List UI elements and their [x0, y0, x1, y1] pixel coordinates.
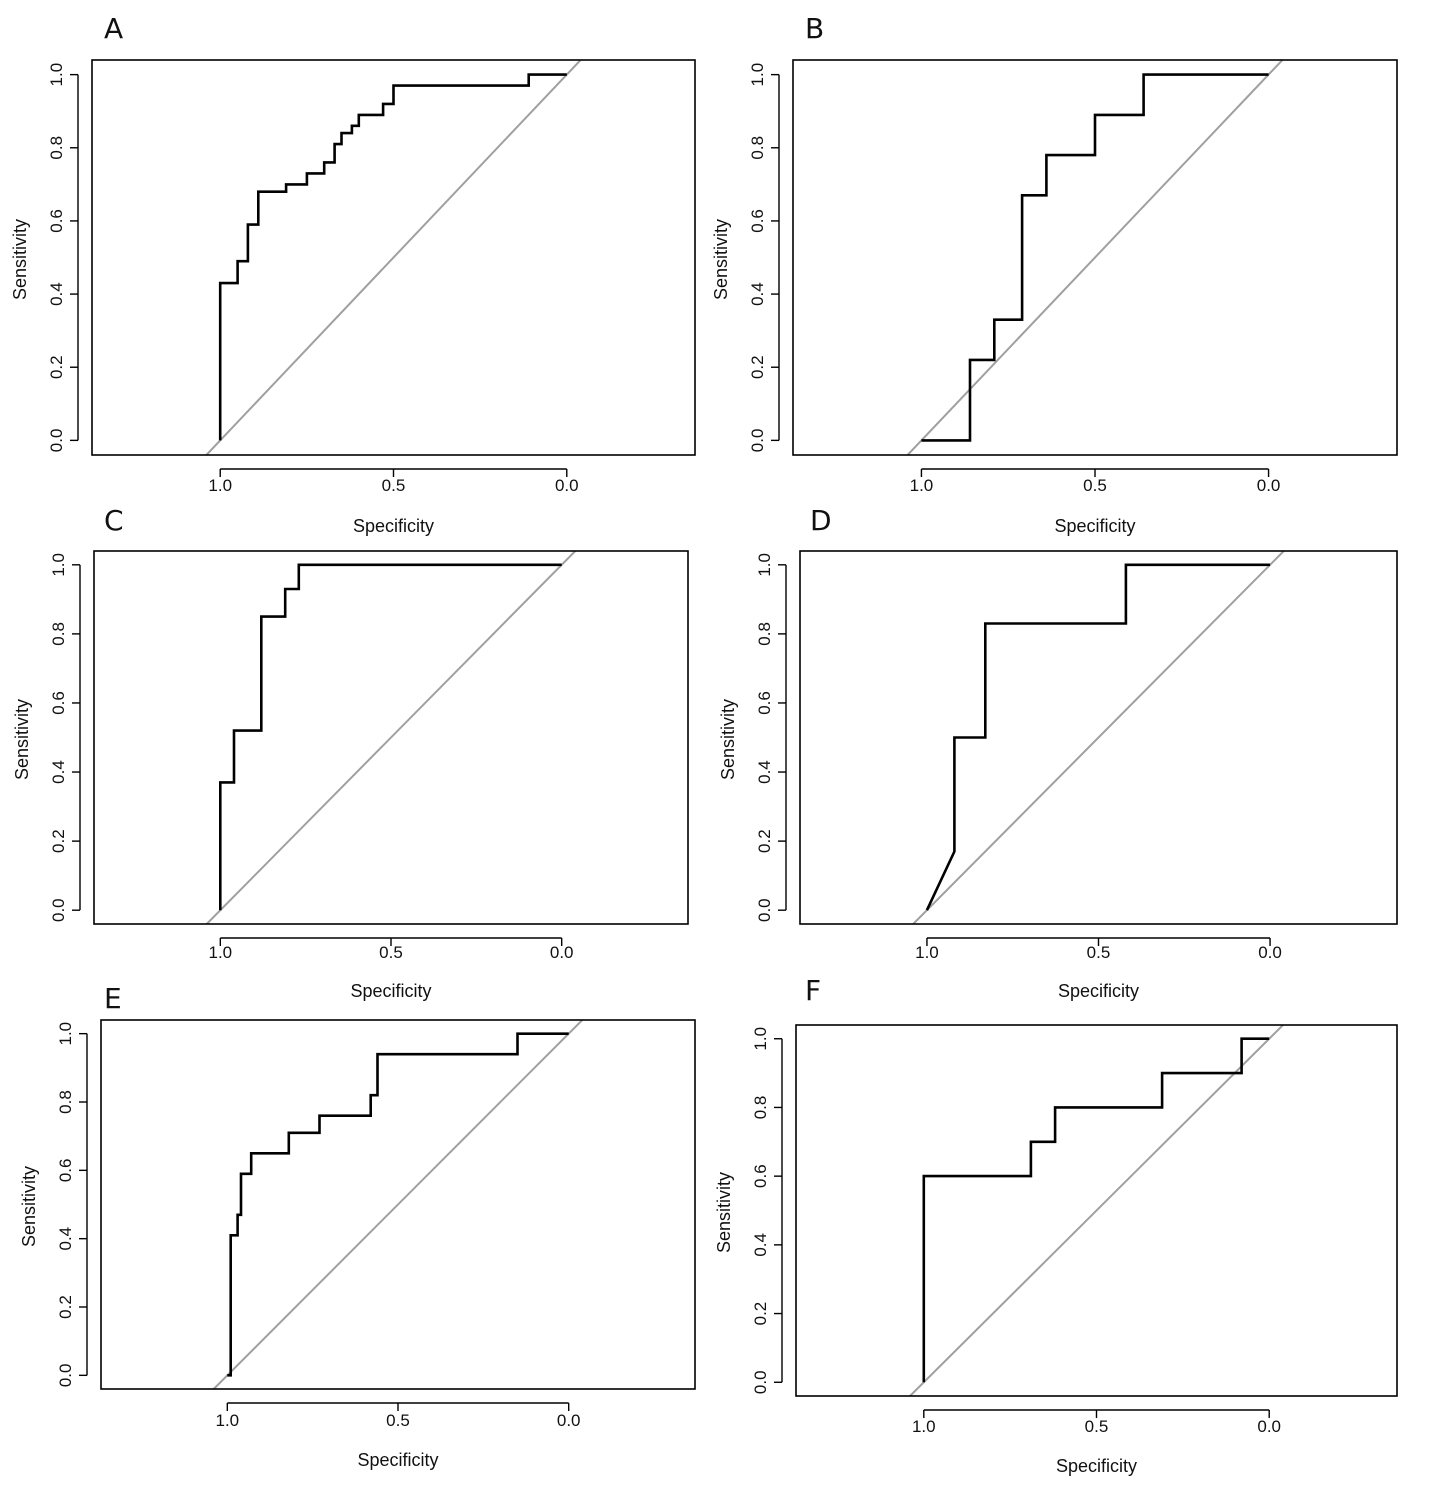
reference-line-a — [205, 60, 582, 455]
x-tick-label-e: 0.0 — [557, 1411, 581, 1430]
y-axis-title-b: Sensitivity — [711, 219, 731, 300]
reference-line-c — [205, 551, 577, 924]
x-tick-label-c: 0.5 — [379, 943, 403, 962]
x-tick-label-f: 1.0 — [912, 1417, 936, 1436]
y-tick-label-e: 0.6 — [56, 1159, 75, 1183]
y-tick-label-d: 0.8 — [755, 622, 774, 646]
y-tick-label-a: 0.0 — [47, 429, 66, 453]
x-axis-title-d: Specificity — [1058, 981, 1139, 1001]
y-tick-label-f: 1.0 — [751, 1027, 770, 1051]
plot-frame-d — [799, 550, 1398, 925]
roc-curve-d — [925, 563, 1271, 911]
y-tick-label-e: 0.2 — [56, 1295, 75, 1319]
y-tick-label-e: 1.0 — [56, 1022, 75, 1046]
y-tick-label-b: 1.0 — [748, 63, 767, 87]
x-tick-label-d: 0.5 — [1087, 943, 1111, 962]
y-tick-label-e: 0.0 — [56, 1364, 75, 1388]
y-tick-label-a: 0.4 — [47, 282, 66, 306]
panel-f: F 1.0 0.5 0.0 0.0 0.2 0.4 0.6 0.8 1.0 Specificity S… — [714, 974, 1398, 1476]
x-tick-label-b: 0.0 — [1257, 476, 1281, 495]
plot-frame-b — [792, 59, 1398, 456]
x-tick-label-e: 0.5 — [386, 1411, 410, 1430]
panel-letter-e: E — [104, 982, 122, 1015]
panel-b: B 1.0 0.5 0.0 0.0 0.2 0.4 0.6 0.8 1.0 Specificity S… — [711, 12, 1398, 536]
plot-frame-c — [93, 550, 689, 925]
x-tick-label-f: 0.5 — [1085, 1417, 1109, 1436]
x-tick-label-a: 1.0 — [208, 476, 232, 495]
x-tick-label-e: 1.0 — [215, 1411, 239, 1430]
x-tick-label-d: 0.0 — [1258, 943, 1282, 962]
y-tick-label-f: 0.0 — [751, 1370, 770, 1394]
y-tick-label-e: 0.4 — [56, 1227, 75, 1251]
roc-curve-c — [219, 563, 562, 911]
panel-a: A 1.0 0.5 0.0 0.0 0.2 0.4 0.6 0.8 1.0 Specificity S… — [10, 12, 696, 536]
plot-frame-a — [91, 59, 696, 456]
y-tick-label-d: 0.6 — [755, 691, 774, 715]
roc-curve-e — [227, 1032, 569, 1377]
roc-curve-f — [922, 1037, 1270, 1383]
y-axis-title-d: Sensitivity — [718, 699, 738, 780]
x-axis-title-e: Specificity — [357, 1450, 438, 1470]
x-axis-title-f: Specificity — [1056, 1456, 1137, 1476]
y-tick-label-f: 0.2 — [751, 1302, 770, 1326]
plot-frame-f — [795, 1024, 1398, 1397]
y-tick-label-b: 0.4 — [748, 282, 767, 306]
y-axis-title-a: Sensitivity — [10, 219, 30, 300]
y-tick-label-c: 0.4 — [49, 760, 68, 784]
x-tick-label-c: 1.0 — [208, 943, 232, 962]
y-tick-label-c: 1.0 — [49, 553, 68, 577]
panel-letter-b: B — [805, 12, 824, 45]
y-tick-label-b: 0.6 — [748, 209, 767, 233]
reference-line-d — [912, 551, 1285, 924]
y-tick-label-e: 0.8 — [56, 1090, 75, 1114]
x-tick-label-b: 0.5 — [1083, 476, 1107, 495]
y-tick-label-b: 0.2 — [748, 355, 767, 379]
y-tick-label-c: 0.6 — [49, 691, 68, 715]
panel-e: E 1.0 0.5 0.0 0.0 0.2 0.4 0.6 0.8 1.0 Specificity S… — [19, 982, 696, 1470]
y-axis-title-e: Sensitivity — [19, 1166, 39, 1247]
y-tick-label-a: 0.2 — [47, 355, 66, 379]
roc-curve-b — [921, 73, 1269, 442]
y-tick-label-b: 0.8 — [748, 136, 767, 160]
y-tick-label-c: 0.0 — [49, 898, 68, 922]
x-axis-title-c: Specificity — [350, 981, 431, 1001]
y-tick-label-a: 0.8 — [47, 136, 66, 160]
x-tick-label-d: 1.0 — [915, 943, 939, 962]
panel-c: C 1.0 0.5 0.0 0.0 0.2 0.4 0.6 0.8 1.0 Specificity S… — [12, 504, 689, 1001]
plot-frame-e — [100, 1019, 696, 1390]
y-tick-label-a: 1.0 — [47, 63, 66, 87]
y-tick-label-d: 0.4 — [755, 760, 774, 784]
panel-letter-f: F — [805, 974, 821, 1007]
reference-line-f — [909, 1025, 1284, 1396]
reference-line-e — [212, 1020, 584, 1389]
y-tick-label-c: 0.8 — [49, 622, 68, 646]
y-tick-label-a: 0.6 — [47, 209, 66, 233]
roc-curve-a — [218, 73, 567, 441]
x-tick-label-c: 0.0 — [550, 943, 574, 962]
x-tick-label-b: 1.0 — [910, 476, 934, 495]
y-tick-label-d: 1.0 — [755, 553, 774, 577]
x-tick-label-a: 0.0 — [555, 476, 579, 495]
y-tick-label-f: 0.8 — [751, 1096, 770, 1120]
panel-letter-a: A — [104, 12, 123, 45]
panel-d: D 1.0 0.5 0.0 0.0 0.2 0.4 0.6 0.8 1.0 Specificity S… — [718, 504, 1398, 1001]
y-axis-title-f: Sensitivity — [714, 1172, 734, 1253]
y-tick-label-d: 0.0 — [755, 898, 774, 922]
x-axis-title-b: Specificity — [1054, 516, 1135, 536]
x-axis-title-a: Specificity — [353, 516, 434, 536]
y-tick-label-c: 0.2 — [49, 829, 68, 853]
y-tick-label-d: 0.2 — [755, 829, 774, 853]
y-axis-title-c: Sensitivity — [12, 699, 32, 780]
y-tick-label-f: 0.4 — [751, 1233, 770, 1257]
panel-letter-d: D — [810, 504, 832, 537]
y-tick-label-f: 0.6 — [751, 1164, 770, 1188]
x-tick-label-f: 0.0 — [1257, 1417, 1281, 1436]
x-tick-label-a: 0.5 — [382, 476, 406, 495]
panel-letter-c: C — [104, 504, 124, 537]
y-tick-label-b: 0.0 — [748, 429, 767, 453]
